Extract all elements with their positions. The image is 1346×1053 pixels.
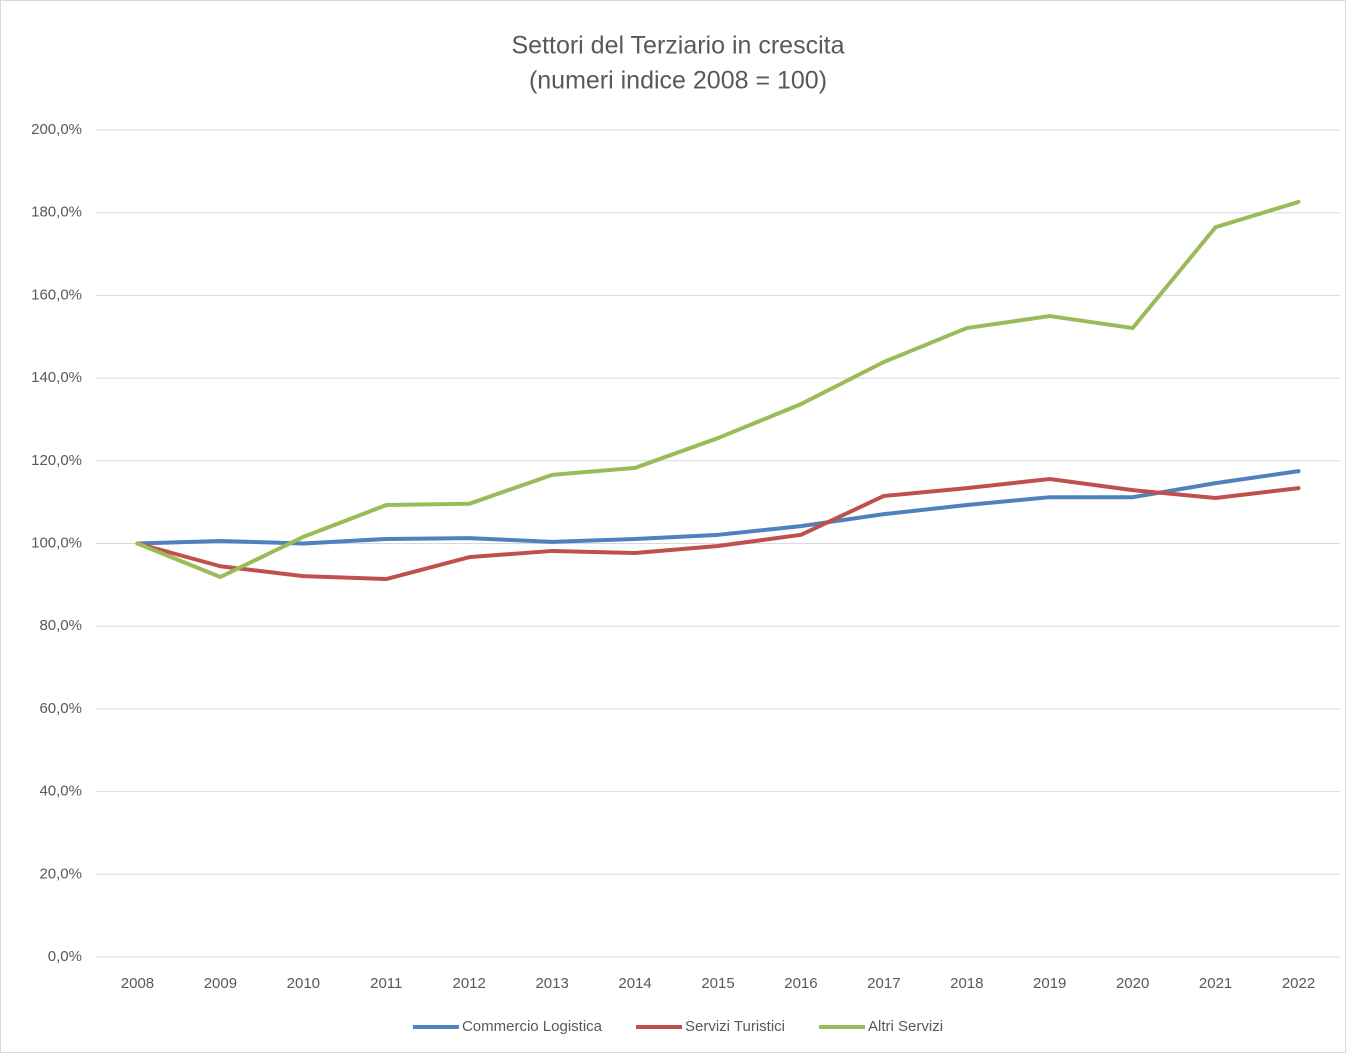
x-tick-label: 2012 bbox=[453, 975, 486, 992]
y-tick-label: 100,0% bbox=[31, 534, 82, 551]
legend-label: Servizi Turistici bbox=[685, 1018, 785, 1035]
line-series bbox=[135, 476, 1301, 582]
y-tick-label: 180,0% bbox=[31, 204, 82, 221]
line-series bbox=[135, 199, 1301, 579]
x-tick-label: 2015 bbox=[701, 975, 734, 992]
x-tick-label: 2017 bbox=[867, 975, 900, 992]
x-tick-label: 2020 bbox=[1116, 975, 1149, 992]
y-tick-label: 140,0% bbox=[31, 369, 82, 386]
x-tick-label: 2008 bbox=[121, 975, 154, 992]
legend-label: Altri Servizi bbox=[868, 1018, 943, 1035]
y-tick-label: 0,0% bbox=[48, 948, 82, 965]
x-tick-label: 2021 bbox=[1199, 975, 1232, 992]
y-tick-label: 40,0% bbox=[39, 783, 82, 800]
x-tick-label: 2018 bbox=[950, 975, 983, 992]
y-tick-label: 160,0% bbox=[31, 286, 82, 303]
x-tick-label: 2014 bbox=[618, 975, 651, 992]
chart-title: Settori del Terziario in crescita bbox=[511, 32, 844, 60]
y-tick-label: 60,0% bbox=[39, 700, 82, 717]
x-tick-label: 2013 bbox=[535, 975, 568, 992]
x-tick-label: 2009 bbox=[204, 975, 237, 992]
x-tick-label: 2016 bbox=[784, 975, 817, 992]
y-tick-label: 200,0% bbox=[31, 121, 82, 138]
y-tick-label: 120,0% bbox=[31, 452, 82, 469]
x-tick-label: 2010 bbox=[287, 975, 320, 992]
line-series bbox=[135, 469, 1301, 546]
y-tick-label: 20,0% bbox=[39, 865, 82, 882]
x-tick-label: 2022 bbox=[1282, 975, 1315, 992]
y-tick-label: 80,0% bbox=[39, 617, 82, 634]
legend-label: Commercio Logistica bbox=[462, 1018, 603, 1035]
x-tick-label: 2019 bbox=[1033, 975, 1066, 992]
x-tick-label: 2011 bbox=[370, 975, 402, 992]
chart-subtitle: (numeri indice 2008 = 100) bbox=[529, 67, 827, 95]
